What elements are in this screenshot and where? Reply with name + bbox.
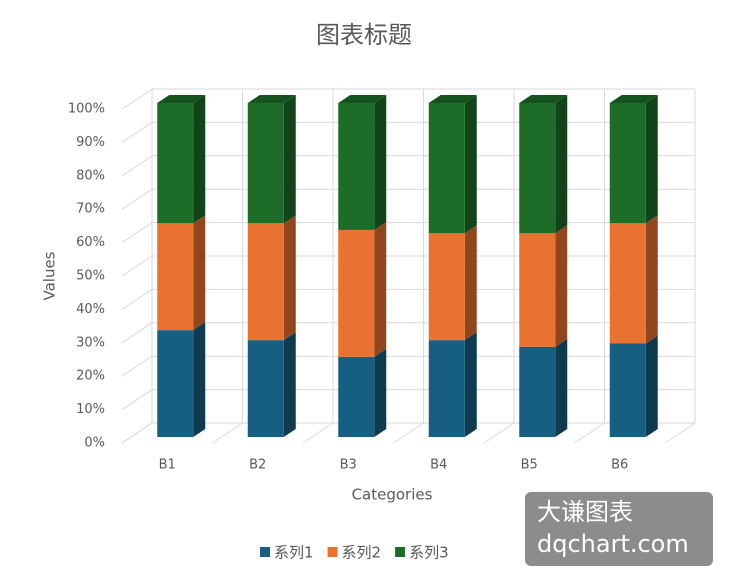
bar — [428, 103, 465, 234]
wall-edge — [393, 422, 424, 444]
grid-line — [121, 222, 153, 244]
watermark-text: 大谦图表 — [537, 498, 633, 526]
bar — [519, 103, 556, 234]
y-tick-label: 50% — [76, 269, 105, 284]
grid-line — [121, 188, 153, 210]
bar-side — [555, 95, 568, 234]
wall-edge — [664, 422, 696, 444]
y-tick-label: 40% — [76, 302, 105, 317]
watermark-text: dqchart.com — [537, 530, 689, 558]
chart-title: 图表标题 — [316, 21, 412, 49]
grid-line — [121, 155, 153, 177]
bar — [338, 229, 375, 357]
bar — [609, 223, 646, 344]
x-tick-label: B4 — [430, 458, 447, 473]
wall-edge — [121, 422, 153, 444]
bar — [519, 233, 556, 347]
bar-top — [247, 95, 296, 103]
y-tick-label: 30% — [76, 335, 105, 350]
y-axis-label: Values — [41, 251, 59, 300]
legend-label: 系列2 — [342, 544, 382, 562]
bar-side — [283, 95, 296, 224]
y-tick-label: 90% — [76, 135, 105, 150]
bar — [428, 233, 465, 341]
y-tick-label: 20% — [76, 369, 105, 384]
x-axis-label: Categories — [352, 486, 433, 504]
bar — [338, 103, 375, 230]
bar — [519, 346, 556, 437]
bar-side — [645, 215, 658, 344]
bar-top — [428, 95, 477, 103]
bar — [247, 340, 284, 437]
bar-side — [193, 95, 206, 224]
bar — [157, 223, 194, 331]
bar-top — [157, 95, 206, 103]
wall-edge — [302, 422, 334, 444]
watermark: 大谦图表 dqchart.com — [525, 492, 713, 566]
grid-line — [121, 355, 153, 377]
bar — [157, 103, 194, 224]
wall-edge — [574, 422, 605, 444]
grid-line — [121, 88, 153, 110]
bar-side — [464, 225, 477, 341]
legend-label: 系列3 — [409, 544, 449, 562]
bar-side — [464, 332, 477, 437]
watermark-box — [525, 492, 713, 566]
bar — [609, 103, 646, 224]
bar — [247, 223, 284, 341]
bar-side — [283, 215, 296, 341]
x-tick-label: B1 — [159, 458, 176, 473]
x-tick-label: B3 — [340, 458, 357, 473]
bar-side — [464, 95, 477, 234]
bar-side — [283, 332, 296, 437]
wall-edge — [483, 422, 515, 444]
legend-swatch — [327, 547, 338, 557]
y-tick-label: 0% — [84, 436, 105, 451]
x-tick-label: B6 — [611, 458, 628, 473]
grid-line — [121, 288, 153, 310]
bar-side — [193, 215, 206, 331]
y-tick-label: 70% — [76, 202, 105, 217]
x-tick-label: B2 — [249, 458, 266, 473]
bar — [428, 340, 465, 437]
bar — [609, 343, 646, 437]
grid-line — [121, 322, 153, 344]
bar-side — [374, 221, 387, 357]
bar-side — [374, 95, 387, 230]
bar-top — [609, 95, 658, 103]
bar-top — [519, 95, 568, 103]
x-tick-label: B5 — [521, 458, 538, 473]
bar-side — [374, 348, 387, 437]
legend-swatch — [395, 547, 406, 557]
wall-edge — [212, 422, 243, 444]
grid-line — [121, 389, 153, 411]
y-tick-label: 80% — [76, 168, 105, 183]
y-tick-label: 60% — [76, 235, 105, 250]
y-tick-label: 10% — [76, 402, 105, 417]
bar — [157, 330, 194, 437]
grid — [121, 88, 696, 444]
bar — [338, 356, 375, 437]
y-tick-label: 100% — [68, 102, 105, 117]
legend-swatch — [260, 547, 270, 557]
bar-side — [645, 95, 658, 224]
bar-side — [645, 335, 658, 437]
bar — [247, 103, 284, 224]
bar-side — [555, 338, 568, 437]
legend-label: 系列1 — [274, 544, 314, 562]
grid-line — [121, 121, 153, 143]
bar-side — [555, 225, 568, 347]
grid-line — [121, 255, 153, 277]
bar-top — [338, 95, 387, 103]
bar-side — [193, 322, 206, 437]
